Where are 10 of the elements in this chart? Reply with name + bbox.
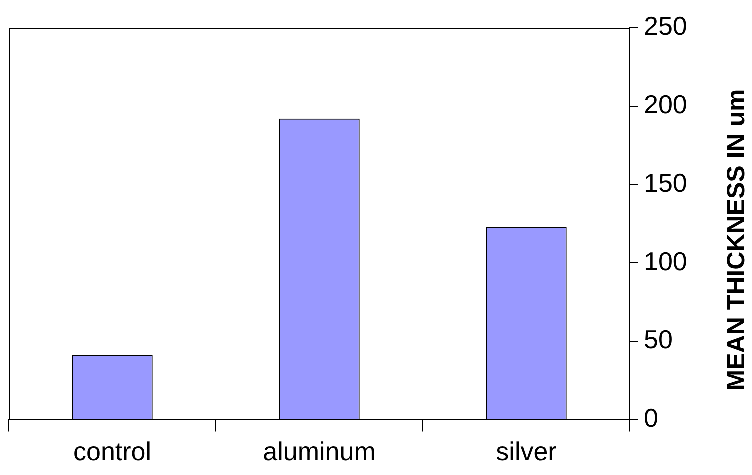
- y-tick-label: 200: [644, 90, 688, 120]
- y-axis-title: MEAN THICKNESS IN um: [722, 89, 752, 391]
- x-tick-label: control: [73, 436, 152, 467]
- y-tick-label: 100: [644, 246, 688, 276]
- x-tick-label: silver: [496, 436, 558, 467]
- y-tick-label: 50: [644, 324, 673, 355]
- y-tick-label: 0: [644, 402, 658, 433]
- x-tick-label: aluminum: [263, 436, 376, 467]
- y-tick-label: 250: [644, 11, 688, 42]
- y-tick-label: 150: [644, 168, 688, 198]
